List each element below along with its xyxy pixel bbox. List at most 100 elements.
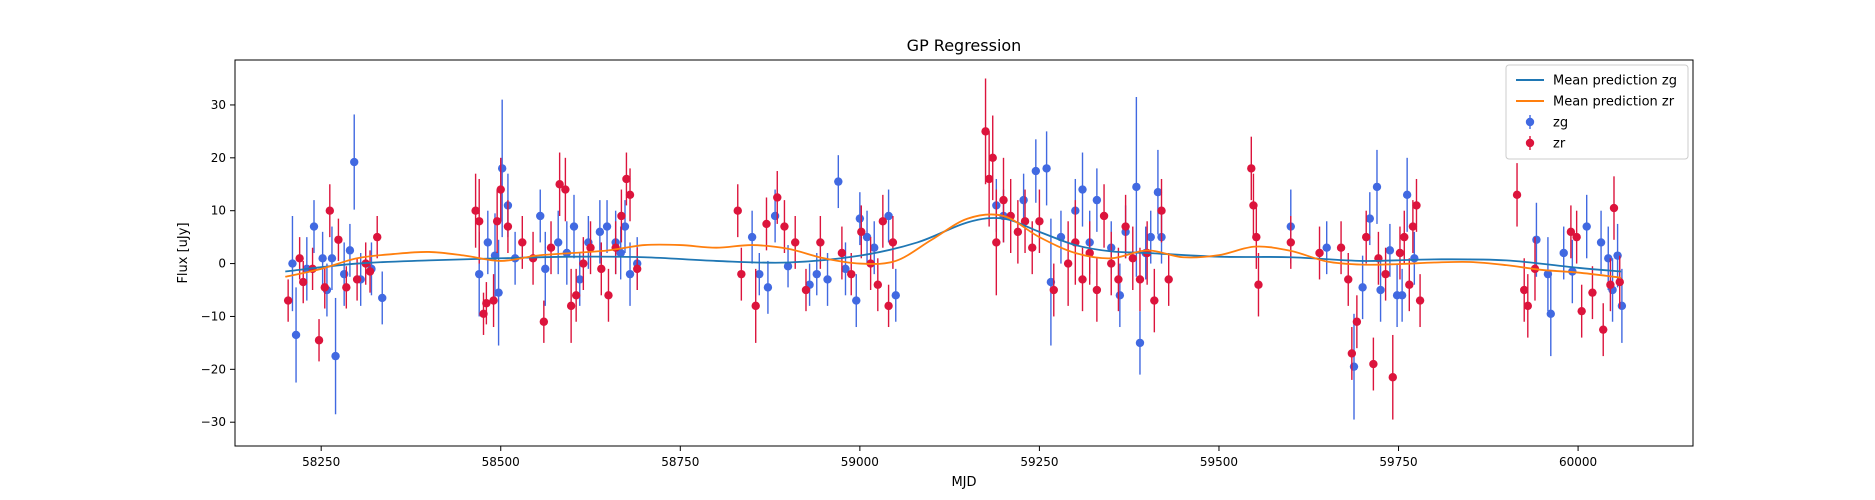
data-point-zg (884, 211, 893, 221)
data-point-zg (1582, 222, 1591, 231)
data-point-zr (1135, 275, 1145, 284)
legend-label: zr (1553, 137, 1566, 152)
data-point-zg (291, 330, 301, 340)
x-tick-label: 59750 (1379, 455, 1417, 469)
data-point-zg (855, 214, 865, 223)
data-point-zr (733, 206, 742, 215)
data-point-zr (1286, 238, 1295, 247)
data-point-zg (770, 211, 780, 221)
data-point-zr (1381, 269, 1390, 279)
data-point-zr (571, 291, 581, 300)
x-tick-label: 59000 (841, 455, 879, 469)
data-point-zg (1135, 338, 1145, 348)
data-point-zr (492, 217, 502, 226)
x-tick-label: 60000 (1559, 455, 1597, 469)
data-point-zg (1031, 166, 1041, 176)
data-point-zg (783, 262, 793, 271)
data-point-zr (1247, 164, 1256, 173)
data-point-zr (295, 254, 304, 263)
data-point-zr (1405, 280, 1414, 289)
data-point-zr (314, 336, 324, 345)
data-point-zr (801, 285, 811, 295)
data-point-zg (747, 232, 757, 242)
data-point-zr (566, 301, 576, 311)
data-point-zr (1078, 275, 1087, 284)
data-point-zr (1344, 275, 1353, 284)
data-point-zr (1408, 222, 1418, 231)
data-point-zg (569, 222, 579, 231)
data-point-zr (1085, 248, 1094, 258)
data-point-zr (633, 264, 642, 274)
data-point-zr (342, 283, 351, 292)
x-tick-label: 59500 (1200, 455, 1238, 469)
data-point-zg (1092, 195, 1102, 205)
data-point-zr (579, 259, 588, 268)
data-point-zg (497, 164, 507, 173)
data-point-zr (586, 243, 595, 252)
legend: Mean prediction zg Mean prediction zr zg zr (1505, 64, 1689, 160)
data-point-zr (1369, 359, 1378, 369)
data-point-zg (554, 238, 563, 247)
data-point-zr (373, 232, 382, 242)
data-point-zr (1395, 248, 1405, 258)
data-point-zr (482, 299, 491, 308)
data-point-zr (1063, 259, 1073, 268)
data-point-zr (981, 127, 990, 136)
data-point-zr (984, 174, 994, 184)
plot-area (283, 78, 1627, 420)
data-point-zr (325, 206, 335, 215)
data-point-zr (884, 301, 893, 311)
x-tick-label: 58500 (482, 455, 520, 469)
data-point-zr (283, 296, 293, 305)
data-point-zg (1546, 309, 1555, 319)
data-point-zr (791, 238, 800, 247)
data-point-zg (541, 264, 550, 274)
data-point-zr (857, 227, 866, 237)
data-point-zg (1115, 291, 1125, 300)
data-point-zr (625, 190, 635, 200)
data-point-zr (597, 264, 606, 274)
data-point-zr (555, 180, 564, 189)
data-point-zg (891, 291, 900, 300)
data-point-zg (288, 259, 297, 268)
data-point-zr (1020, 217, 1030, 226)
y-tick-label: 0 (218, 257, 226, 271)
data-point-zr (1520, 285, 1529, 295)
data-point-zr (1412, 201, 1421, 210)
data-point-zr (1128, 254, 1137, 263)
data-point-zr (1400, 232, 1409, 242)
data-point-zg (1019, 195, 1028, 205)
data-point-zg (1372, 182, 1382, 192)
legend-label: zg (1553, 116, 1568, 131)
data-point-zr (1523, 301, 1533, 311)
data-point-zg (327, 254, 337, 263)
x-tick-label: 58750 (661, 455, 699, 469)
data-point-zr (1049, 285, 1058, 295)
data-point-zr (999, 195, 1008, 205)
data-point-zg (1604, 254, 1613, 263)
data-point-zg (602, 222, 612, 231)
data-point-zr (1615, 277, 1624, 287)
data-point-zr (479, 309, 488, 319)
line-mean-prediction-zg (285, 217, 1622, 273)
data-point-zg (494, 288, 503, 297)
data-point-zr (1388, 373, 1397, 382)
data-point-zr (1164, 275, 1173, 284)
data-point-zr (1415, 296, 1425, 305)
data-point-zg (1617, 301, 1627, 311)
data-point-zg (620, 222, 630, 231)
legend-swatch (1525, 117, 1535, 127)
data-point-zg (1402, 190, 1412, 200)
data-point-zr (762, 219, 771, 229)
axes-frame (234, 59, 1694, 447)
data-point-zr (1013, 227, 1023, 237)
x-axis-label: MJD (951, 475, 976, 490)
y-axis: −30 −20 −10 0 10 20 30 (201, 98, 235, 429)
data-point-zr (1315, 248, 1324, 258)
data-point-zg (1132, 182, 1141, 192)
data-point-zg (852, 296, 861, 305)
data-point-zr (888, 238, 898, 247)
data-point-zr (496, 185, 505, 194)
data-point-zr (604, 291, 613, 300)
data-point-zr (873, 280, 883, 289)
